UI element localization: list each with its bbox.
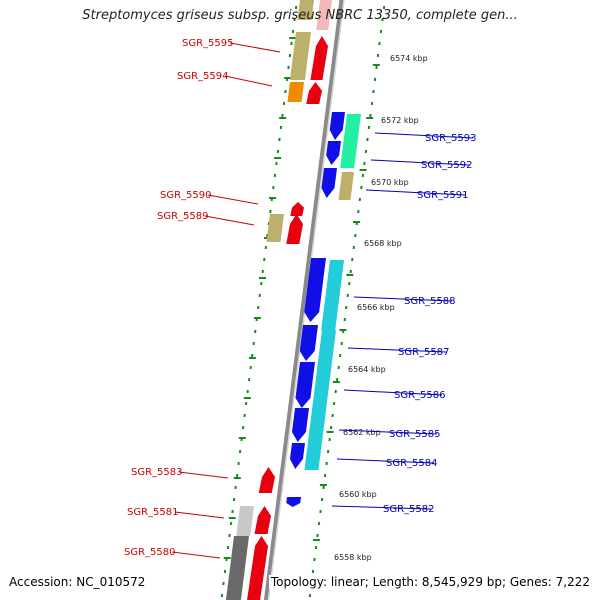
gene-arrow xyxy=(290,202,304,216)
gene-leader-line xyxy=(178,471,229,479)
gene-leader-line xyxy=(204,215,255,226)
gene-label: SGR_5585 xyxy=(389,429,441,440)
gene-label: SGR_5586 xyxy=(394,390,446,401)
gene-arrow xyxy=(286,497,301,507)
gene-label: SGR_5592 xyxy=(421,160,473,171)
genome-title: Streptomyces griseus subsp. griseus NBRC… xyxy=(82,8,518,23)
gene-arrow xyxy=(299,325,318,361)
gene-leader-line xyxy=(347,347,447,353)
gene-label: SGR_5583 xyxy=(131,467,183,478)
gene-block xyxy=(266,214,284,242)
gene-block xyxy=(316,0,332,30)
gene-arrow xyxy=(286,214,303,244)
gene-label: SGR_5595 xyxy=(182,38,234,49)
gene-arrow xyxy=(247,536,268,600)
gene-block xyxy=(311,370,331,410)
gene-leader-line xyxy=(174,511,225,519)
gene-block xyxy=(289,32,311,80)
gene-leader-line xyxy=(338,429,438,435)
kbp-tick-label: 6568 kbp xyxy=(364,239,402,248)
kbp-tick-label: 6574 kbp xyxy=(390,54,428,63)
gene-label: SGR_5594 xyxy=(177,71,229,82)
kbp-tick-label: 6560 kbp xyxy=(339,490,377,499)
gene-label: SGR_5589 xyxy=(157,211,209,222)
gene-leader-line xyxy=(353,296,453,302)
gene-leader-line xyxy=(229,42,281,53)
gene-label: SGR_5580 xyxy=(124,547,176,558)
kbp-tick-label: 6566 kbp xyxy=(357,303,395,312)
kbp-tick-label: 6572 kbp xyxy=(381,116,419,125)
gene-leader-line xyxy=(171,551,221,559)
gene-leader-line xyxy=(331,505,432,510)
gene-arrow xyxy=(321,168,337,198)
gene-block xyxy=(316,330,336,370)
gene-arrow xyxy=(254,506,271,534)
gene-label: SGR_5587 xyxy=(398,347,450,358)
gene-arrow xyxy=(304,258,326,322)
gene-leader-line xyxy=(370,159,470,166)
gene-arrow xyxy=(291,408,309,442)
gene-leader-line xyxy=(374,132,474,139)
gene-label: SGR_5590 xyxy=(160,190,212,201)
kbp-tick-label: 6562 kbp xyxy=(343,428,381,437)
genome-summary: Topology: linear; Length: 8,545,929 bp; … xyxy=(268,575,590,589)
gene-arrow xyxy=(326,141,341,165)
gene-arrow xyxy=(295,362,315,408)
gene-block xyxy=(236,506,254,536)
gene-label: SGR_5591 xyxy=(417,190,469,201)
kbp-tick-label: 6570 kbp xyxy=(371,178,409,187)
gene-arrow xyxy=(289,443,305,469)
gene-arrow xyxy=(258,467,275,493)
gene-label: SGR_5588 xyxy=(404,296,456,307)
gene-block xyxy=(297,0,314,20)
gene-leader-line xyxy=(343,389,443,396)
gene-label: SGR_5582 xyxy=(383,504,435,515)
gene-leader-line xyxy=(207,194,259,205)
genome-axis xyxy=(263,0,345,600)
gene-block xyxy=(338,172,354,200)
gene-label: SGR_5584 xyxy=(386,458,438,469)
accession-label: Accession: NC_010572 xyxy=(9,575,146,589)
gene-leader-line xyxy=(336,458,435,464)
gene-block xyxy=(304,410,326,470)
gene-block xyxy=(287,82,304,102)
kbp-tick-label: 6558 kbp xyxy=(334,553,372,562)
gene-block xyxy=(225,536,249,600)
gene-label: SGR_5581 xyxy=(127,507,179,518)
gene-label: SGR_5593 xyxy=(425,133,477,144)
gene-block xyxy=(321,260,344,330)
gene-arrow xyxy=(329,112,345,140)
gene-block xyxy=(340,114,361,168)
gene-leader-line xyxy=(224,75,273,87)
kbp-tick-label: 6564 kbp xyxy=(348,365,386,374)
gene-arrow xyxy=(310,36,328,80)
gene-arrow xyxy=(306,82,322,104)
gene-leader-line xyxy=(365,189,466,196)
